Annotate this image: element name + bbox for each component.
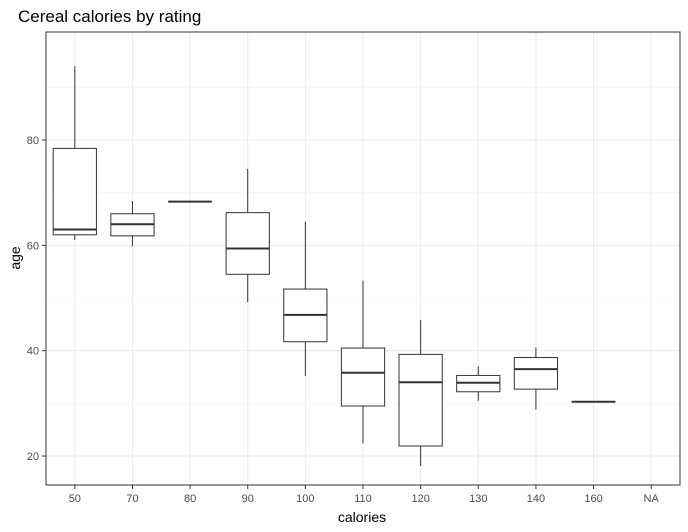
box-body xyxy=(52,147,97,236)
x-axis-title: calories xyxy=(338,509,386,525)
box-body xyxy=(513,357,559,390)
chart-title: Cereal calories by rating xyxy=(18,7,201,26)
x-tick-label: NA xyxy=(644,493,660,505)
x-tick-label: 70 xyxy=(126,493,138,505)
box-140 xyxy=(513,347,559,410)
box-130 xyxy=(456,366,501,401)
box-body xyxy=(225,212,270,275)
x-tick-label: 130 xyxy=(469,493,487,505)
y-axis: 20 40 60 80 xyxy=(27,135,46,463)
box-body xyxy=(340,347,386,407)
box-body xyxy=(398,353,443,447)
y-tick-label: 60 xyxy=(27,240,39,252)
box-group xyxy=(52,66,616,467)
x-tick-label: 50 xyxy=(69,493,81,505)
x-axis: 50 70 80 90 100 110 120 130 140 160 NA xyxy=(69,485,660,505)
y-tick-label: 80 xyxy=(27,135,39,147)
x-tick-label: 140 xyxy=(527,493,545,505)
x-tick-label: 80 xyxy=(184,493,196,505)
box-110 xyxy=(340,280,386,444)
box-90 xyxy=(225,168,270,303)
x-tick-label: 110 xyxy=(354,493,372,505)
x-tick-label: 90 xyxy=(242,493,254,505)
y-axis-title: age xyxy=(7,246,23,270)
box-100 xyxy=(283,221,328,376)
x-tick-label: 160 xyxy=(584,493,602,505)
box-50 xyxy=(52,66,97,241)
box-120 xyxy=(398,320,443,467)
box-70 xyxy=(110,201,155,247)
y-tick-label: 40 xyxy=(27,346,39,358)
y-tick-label: 20 xyxy=(27,451,39,463)
x-tick-label: 100 xyxy=(296,493,314,505)
x-tick-label: 120 xyxy=(411,493,429,505)
